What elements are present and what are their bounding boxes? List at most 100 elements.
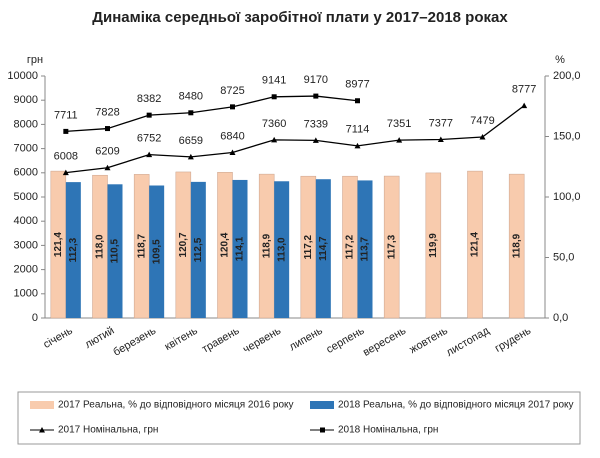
point <box>230 104 235 110</box>
line-value-label: 7479 <box>470 115 494 127</box>
bar-value-label: 112,5 <box>193 237 204 262</box>
bar <box>383 175 400 319</box>
y-tick-label: 2000 <box>14 264 38 276</box>
point <box>313 93 319 99</box>
bar-value-label: 121,4 <box>470 232 481 257</box>
bar-value-label: 119,9 <box>428 233 439 258</box>
bar-value-label: 117,2 <box>345 234 356 259</box>
line-value-label: 7339 <box>304 118 328 130</box>
bar <box>508 173 525 319</box>
point <box>437 136 444 142</box>
legend-label: 2017 Номінальна, грн <box>58 425 158 436</box>
point <box>271 136 278 143</box>
line-value-label: 6209 <box>95 146 119 158</box>
bar <box>315 179 331 318</box>
bar <box>190 181 206 318</box>
bar-value-label: 118,9 <box>511 233 522 258</box>
bar-value-label: 113,0 <box>276 237 287 262</box>
bar <box>232 179 248 318</box>
bar <box>149 185 165 318</box>
bar-value-label: 118,7 <box>136 234 147 259</box>
point <box>63 128 69 134</box>
point <box>354 142 361 149</box>
point <box>312 137 319 143</box>
chart-title: Динаміка середньої заробітної плати у 20… <box>92 9 508 26</box>
y-axis-label: грн <box>27 54 43 66</box>
y-tick-label: 1000 <box>14 288 38 300</box>
y2-tick-label: 100,0 <box>553 191 581 203</box>
point <box>104 164 111 171</box>
point <box>396 137 403 143</box>
line-value-label: 8777 <box>512 84 536 96</box>
x-tick-label: вересень <box>361 325 408 359</box>
legend-label: 2018 Номінальна, грн <box>338 425 438 436</box>
y-tick-label: 8000 <box>14 118 38 130</box>
bar <box>357 180 373 318</box>
y2-axis-label: % <box>555 54 565 66</box>
bar <box>425 172 442 319</box>
bar-value-label: 113,7 <box>360 237 371 262</box>
x-tick-label: січень <box>41 325 75 351</box>
bar-value-label: 120,7 <box>178 232 189 257</box>
bar-value-label: 112,3 <box>68 237 79 262</box>
y-tick-label: 6000 <box>14 167 38 179</box>
legend-box <box>17 391 581 445</box>
line-value-label: 8977 <box>345 79 369 91</box>
x-tick-label: липень <box>287 325 325 354</box>
bar-value-label: 114,1 <box>235 236 246 261</box>
legend-marker <box>39 427 45 433</box>
legend-swatch <box>310 401 334 409</box>
line-value-label: 9170 <box>304 74 328 86</box>
point <box>271 94 277 100</box>
line-value-label: 6752 <box>137 133 161 145</box>
bar <box>467 170 483 319</box>
bar-value-label: 117,3 <box>386 234 397 259</box>
line-value-label: 8382 <box>137 93 161 105</box>
line-value-label: 8725 <box>220 85 244 97</box>
bar <box>274 181 290 318</box>
x-tick-label: жовтень <box>407 325 450 356</box>
bar-value-label: 117,2 <box>303 234 314 259</box>
point <box>521 102 528 109</box>
point <box>146 151 153 158</box>
bar <box>65 182 81 318</box>
bar-value-label: 109,5 <box>151 239 162 264</box>
bar-value-label: 121,4 <box>53 232 64 257</box>
y-tick-label: 10000 <box>7 70 38 82</box>
y-tick-label: 7000 <box>14 143 38 155</box>
x-tick-label: червень <box>241 325 283 356</box>
bar-value-label: 114,7 <box>318 236 329 261</box>
line <box>65 95 358 133</box>
legend-label: 2017 Реальна, % до відповідного місяця 2… <box>58 400 294 411</box>
y2-tick-label: 150,0 <box>553 130 581 142</box>
line-value-label: 6840 <box>220 130 244 142</box>
x-tick-label: лютий <box>83 325 117 351</box>
point <box>146 112 152 118</box>
y-tick-label: 0 <box>32 312 38 324</box>
point <box>187 153 194 160</box>
x-tick-label: травень <box>200 325 242 356</box>
bar-value-label: 118,9 <box>261 233 272 258</box>
line-value-label: 7360 <box>262 118 286 130</box>
point <box>188 110 194 116</box>
y2-tick-label: 200,0 <box>553 70 581 82</box>
bar-value-label: 120,4 <box>220 232 231 257</box>
line-value-label: 7377 <box>429 117 453 129</box>
line-value-label: 7828 <box>95 106 119 118</box>
bar <box>50 170 67 319</box>
point <box>62 169 69 176</box>
y-tick-label: 9000 <box>14 94 38 106</box>
x-tick-label: квітень <box>163 325 200 353</box>
x-tick-label: березень <box>111 325 158 359</box>
x-tick-label: листопад <box>444 324 492 358</box>
point <box>229 149 236 155</box>
bar-value-label: 118,0 <box>95 234 106 259</box>
line-value-label: 6659 <box>179 135 203 147</box>
line <box>65 105 525 174</box>
x-tick-label: серпень <box>324 325 366 356</box>
point <box>479 134 486 140</box>
bar <box>107 184 123 318</box>
line-value-label: 8480 <box>179 91 203 103</box>
legend-swatch <box>30 401 54 409</box>
